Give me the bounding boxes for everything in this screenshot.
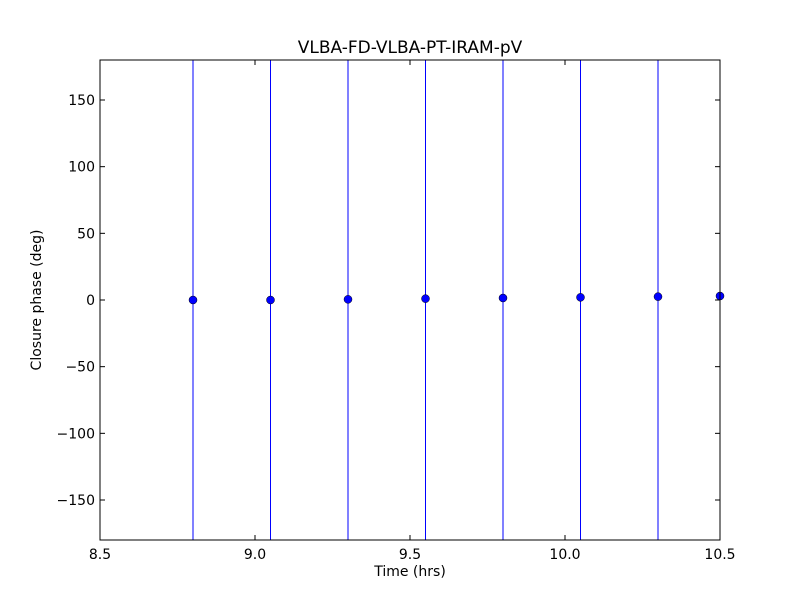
x-tick-label: 10.5 bbox=[704, 547, 735, 563]
x-axis-label: Time (hrs) bbox=[373, 564, 446, 580]
data-point bbox=[576, 293, 585, 302]
x-axis: 8.5 9.0 9.5 10.0 10.5 bbox=[89, 60, 736, 563]
data-point bbox=[343, 295, 353, 304]
y-tick-label: 150 bbox=[68, 93, 95, 109]
y-tick-label: −100 bbox=[57, 426, 95, 442]
y-tick-label: 100 bbox=[68, 160, 95, 176]
data-point bbox=[498, 293, 508, 303]
y-tick-label: 50 bbox=[77, 226, 95, 242]
y-tick-label: −50 bbox=[65, 360, 95, 376]
data-point bbox=[421, 294, 430, 303]
x-tick-label: 9.5 bbox=[399, 547, 421, 563]
data-point bbox=[266, 295, 275, 305]
y-tick-label: 0 bbox=[86, 293, 95, 309]
y-axis: −150 −100 −50 0 50 100 150 bbox=[57, 93, 720, 509]
data-point bbox=[653, 292, 663, 301]
data-point bbox=[188, 295, 198, 305]
x-tick-label: 10.0 bbox=[549, 547, 580, 563]
y-tick-label: −150 bbox=[57, 493, 95, 509]
y-axis-label: Closure phase (deg) bbox=[29, 230, 45, 371]
x-tick-label: 9.0 bbox=[244, 547, 266, 563]
chart-title: VLBA-FD-VLBA-PT-IRAM-pV bbox=[298, 38, 523, 58]
x-tick-label: 8.5 bbox=[89, 547, 111, 563]
plot-area bbox=[188, 60, 725, 540]
